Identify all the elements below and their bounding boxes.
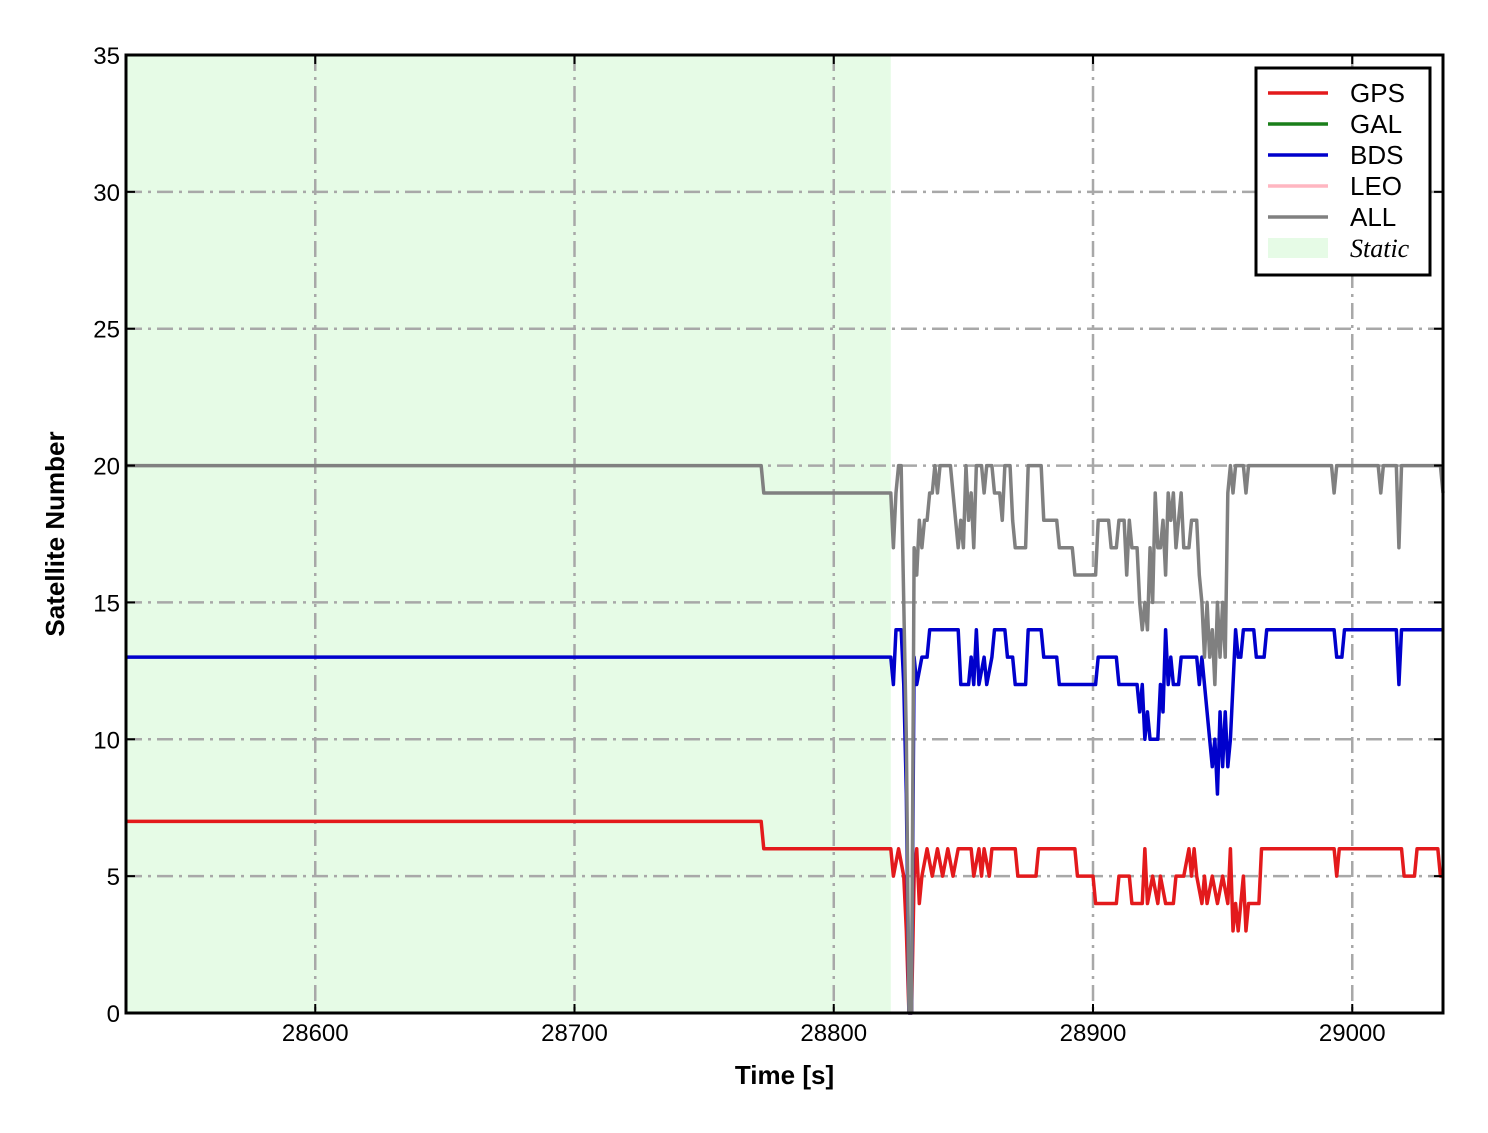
y-tick-label: 35 [93, 43, 120, 70]
x-tick-label: 28900 [1060, 1020, 1127, 1047]
legend-swatch-static [1268, 238, 1328, 258]
series-line-all [126, 463, 1445, 1015]
legend-label-gps: GPS [1350, 78, 1405, 108]
x-tick-label: 28600 [282, 1020, 349, 1047]
x-tick-label: 29000 [1319, 1020, 1386, 1047]
legend-label-gal: GAL [1350, 109, 1402, 139]
legend-label-bds: BDS [1350, 140, 1403, 170]
legend-label-all: ALL [1350, 202, 1396, 232]
legend-label-static: Static [1350, 234, 1410, 263]
y-tick-label: 10 [93, 727, 120, 754]
static-region [126, 55, 891, 1013]
y-tick-label: 15 [93, 590, 120, 617]
x-tick-label: 28700 [541, 1020, 608, 1047]
y-axis-title: Satellite Number [40, 431, 70, 636]
x-axis-title: Time [s] [735, 1060, 834, 1090]
x-tick-label: 28800 [800, 1020, 867, 1047]
series-line-bds [126, 628, 1443, 1015]
legend-label-leo: LEO [1350, 171, 1402, 201]
y-tick-label: 5 [107, 864, 120, 891]
plot-frame [124, 53, 1445, 1015]
series-line-gps [126, 819, 1443, 1015]
y-tick-label: 30 [93, 180, 120, 207]
y-tick-label: 0 [107, 1001, 120, 1028]
y-tick-label: 25 [93, 317, 120, 344]
y-tick-label: 20 [93, 454, 120, 481]
